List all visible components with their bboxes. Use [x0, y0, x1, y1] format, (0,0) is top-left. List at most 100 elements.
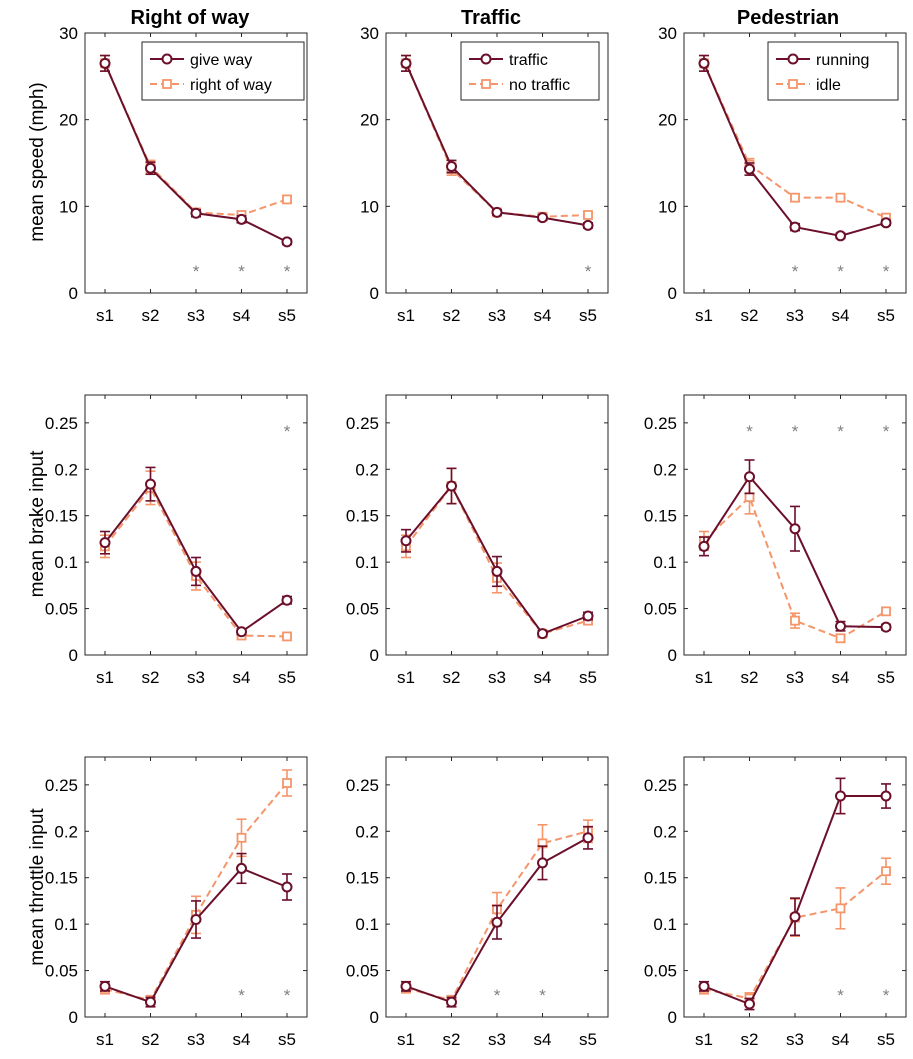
data-point-s5	[281, 236, 293, 248]
panel-r2-c3: 0 0.05 0.1 0.15 0.2 0.25 s1 s2 s3 s4 s5 * * * *	[644, 394, 907, 687]
data-point-s4	[537, 212, 548, 224]
data-point-s5	[582, 219, 594, 231]
significance-star-s3: *	[792, 262, 799, 281]
x-tick-label-s2: s2	[142, 668, 160, 687]
ylabel-mean-speed: mean speed (mph)	[27, 82, 48, 241]
y-tick-label: 0	[668, 1008, 677, 1027]
panel-r3-c2: 0 0.05 0.1 0.15 0.2 0.25 s1 s2 s3 s4 s5 * *	[346, 756, 609, 1049]
panel-r1-c3: 0 10 20 30 s1 s2 s3 s4 s5 * * * running idle	[658, 24, 907, 325]
y-tick-label: 0.05	[45, 600, 78, 619]
column-title-traffic: Traffic	[461, 7, 521, 29]
panels: 0 10 20 30 s1 s2 s3 s4 s5 * * * give way right of way…	[45, 24, 907, 1049]
y-tick-label: 0	[370, 646, 379, 665]
data-point-s4	[236, 213, 247, 225]
data-point-s1	[698, 540, 710, 552]
y-tick-label: 0.1	[54, 553, 78, 572]
data-point-s5	[282, 631, 292, 642]
series-traffic	[400, 825, 594, 1008]
legend-label-right-of-way: right of way	[190, 77, 272, 94]
y-tick-label: 0	[69, 284, 78, 303]
significance-star-s4: *	[837, 986, 844, 1005]
significance-star-s5: *	[284, 262, 291, 281]
x-tick-label-s3: s3	[786, 668, 804, 687]
series-give-way	[99, 852, 293, 1008]
significance-star-s4: *	[837, 422, 844, 441]
x-tick-label-s2: s2	[142, 1030, 160, 1049]
panel-r3-c1: 0 0.05 0.1 0.15 0.2 0.25 s1 s2 s3 s4 s5 * *	[45, 756, 308, 1049]
legend-box	[141, 41, 305, 101]
x-tick-label-s5: s5	[278, 1030, 296, 1049]
panel-r1-c1: 0 10 20 30 s1 s2 s3 s4 s5 * * * give way right of way	[59, 24, 308, 325]
y-tick-label: 10	[59, 197, 78, 216]
significance-star-s3: *	[494, 986, 501, 1005]
y-tick-label: 0.25	[45, 776, 78, 795]
data-point-s5	[582, 832, 594, 844]
data-point-s5	[881, 866, 891, 877]
x-tick-label-s4: s4	[534, 306, 552, 325]
data-point-s4	[835, 903, 846, 914]
x-tick-label-s5: s5	[579, 668, 597, 687]
y-tick-label: 0	[668, 284, 677, 303]
x-tick-label-s2: s2	[443, 1030, 461, 1049]
y-tick-label: 0.05	[346, 600, 379, 619]
y-tick-label: 0.15	[45, 507, 78, 526]
y-tick-label: 20	[59, 111, 78, 130]
data-point-s3	[790, 192, 800, 203]
y-tick-label: 10	[658, 197, 677, 216]
data-point-s3	[789, 911, 801, 923]
x-tick-label-s2: s2	[741, 1030, 759, 1049]
data-point-s4	[835, 192, 846, 203]
series-running	[698, 54, 892, 242]
x-tick-label-s3: s3	[187, 1030, 205, 1049]
data-point-s2	[446, 160, 457, 172]
panel-r2-c2: 0 0.05 0.1 0.15 0.2 0.25 s1 s2 s3 s4 s5	[346, 394, 609, 687]
y-tick-label: 0.2	[54, 460, 78, 479]
x-tick-label-s5: s5	[579, 1030, 597, 1049]
series-running	[698, 777, 892, 1011]
significance-star-s5: *	[883, 262, 890, 281]
series-traffic	[400, 467, 594, 640]
column-title-pedestrian: Pedestrian	[737, 7, 839, 29]
x-tick-label-s5: s5	[278, 668, 296, 687]
legend-box	[767, 41, 899, 101]
significance-star-s5: *	[284, 422, 291, 441]
significance-star-s2: *	[746, 422, 753, 441]
legend: give way right of way	[141, 41, 305, 101]
data-point-s2	[145, 162, 156, 174]
data-point-s4	[236, 626, 247, 638]
y-tick-label: 20	[360, 111, 379, 130]
legend-label-running: running	[816, 52, 869, 69]
data-point-s2	[744, 163, 755, 175]
data-point-s3	[790, 615, 800, 626]
data-point-s1	[99, 980, 111, 992]
x-tick-label-s1: s1	[695, 668, 713, 687]
y-tick-label: 0.1	[355, 915, 379, 934]
data-point-s1	[99, 537, 111, 549]
x-tick-label-s1: s1	[96, 306, 114, 325]
legend-label-no-traffic: no traffic	[509, 77, 570, 94]
significance-star-s5: *	[284, 986, 291, 1005]
data-point-s1	[400, 57, 412, 69]
x-tick-label-s3: s3	[786, 1030, 804, 1049]
legend-label-give-way: give way	[190, 52, 252, 69]
data-point-s4	[835, 790, 846, 802]
series-traffic	[400, 54, 594, 231]
data-point-s2	[145, 478, 156, 490]
legend-marker	[787, 53, 799, 65]
x-tick-label-s1: s1	[695, 1030, 713, 1049]
data-point-s5	[281, 594, 293, 606]
panel-r2-c1: 0 0.05 0.1 0.15 0.2 0.25 s1 s2 s3 s4 s5 *	[45, 394, 308, 687]
legend-marker	[162, 79, 172, 89]
data-point-s4	[537, 628, 548, 640]
data-point-s4	[835, 620, 846, 632]
x-tick-label-s5: s5	[877, 668, 895, 687]
x-tick-label-s5: s5	[278, 306, 296, 325]
legend-label-traffic: traffic	[509, 52, 548, 69]
y-tick-label: 0	[69, 646, 78, 665]
x-tick-label-s2: s2	[443, 306, 461, 325]
significance-star-s4: *	[238, 986, 245, 1005]
y-tick-label: 0.05	[644, 962, 677, 981]
legend-marker	[788, 79, 798, 89]
x-tick-label-s4: s4	[534, 1030, 552, 1049]
axes-box	[84, 756, 308, 1018]
